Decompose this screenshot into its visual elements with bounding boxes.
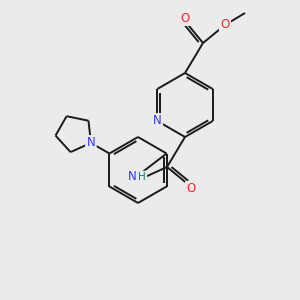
Text: O: O — [180, 11, 190, 25]
Text: N: N — [153, 115, 162, 128]
Text: O: O — [186, 182, 196, 196]
Text: H: H — [138, 172, 146, 182]
Text: O: O — [220, 19, 230, 32]
Text: N: N — [86, 136, 95, 149]
Text: N: N — [128, 170, 136, 184]
